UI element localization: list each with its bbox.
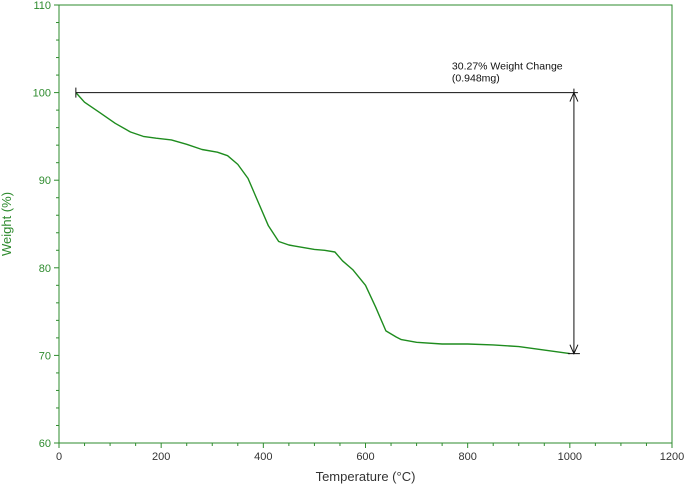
plot-frame bbox=[58, 4, 673, 444]
y-tick-label: 100 bbox=[33, 88, 51, 100]
arrow-down-icon bbox=[567, 344, 580, 355]
annotation-layer: 30.27% Weight Change (0.948mg) bbox=[75, 61, 580, 355]
y-axis-title: Weight (%) bbox=[0, 192, 14, 256]
x-tick-label: 400 bbox=[254, 451, 272, 463]
weight-change-mass-label: (0.948mg) bbox=[452, 73, 500, 85]
x-tick-label: 1200 bbox=[660, 451, 684, 463]
series-layer bbox=[75, 92, 570, 355]
y-tick-label: 70 bbox=[39, 350, 51, 362]
x-tick-label: 1000 bbox=[558, 451, 582, 463]
y-tick-label: 110 bbox=[33, 0, 51, 12]
x-axis-ticks: 0 200 400 600 800 1000 1200 bbox=[56, 443, 684, 463]
y-tick-label: 90 bbox=[39, 175, 51, 187]
x-tick-label: 800 bbox=[458, 451, 476, 463]
x-tick-label: 200 bbox=[152, 451, 170, 463]
weight-change-label: 30.27% Weight Change bbox=[452, 61, 563, 73]
x-tick-label: 600 bbox=[356, 451, 374, 463]
y-tick-label: 60 bbox=[39, 438, 51, 450]
y-tick-label: 80 bbox=[39, 263, 51, 275]
y-axis-ticks: 60 70 80 90 100 110 bbox=[33, 0, 59, 450]
weight-curve-line bbox=[75, 92, 570, 355]
x-tick-label: 0 bbox=[56, 451, 62, 463]
x-axis-title: Temperature (°C) bbox=[316, 469, 416, 484]
arrow-up-icon bbox=[569, 91, 579, 102]
